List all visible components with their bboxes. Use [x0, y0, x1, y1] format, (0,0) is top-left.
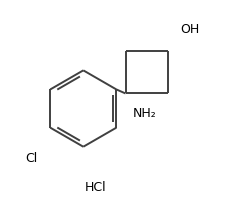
Text: HCl: HCl	[85, 181, 106, 193]
Text: OH: OH	[180, 23, 199, 35]
Text: NH₂: NH₂	[133, 107, 156, 119]
Text: Cl: Cl	[25, 152, 37, 164]
